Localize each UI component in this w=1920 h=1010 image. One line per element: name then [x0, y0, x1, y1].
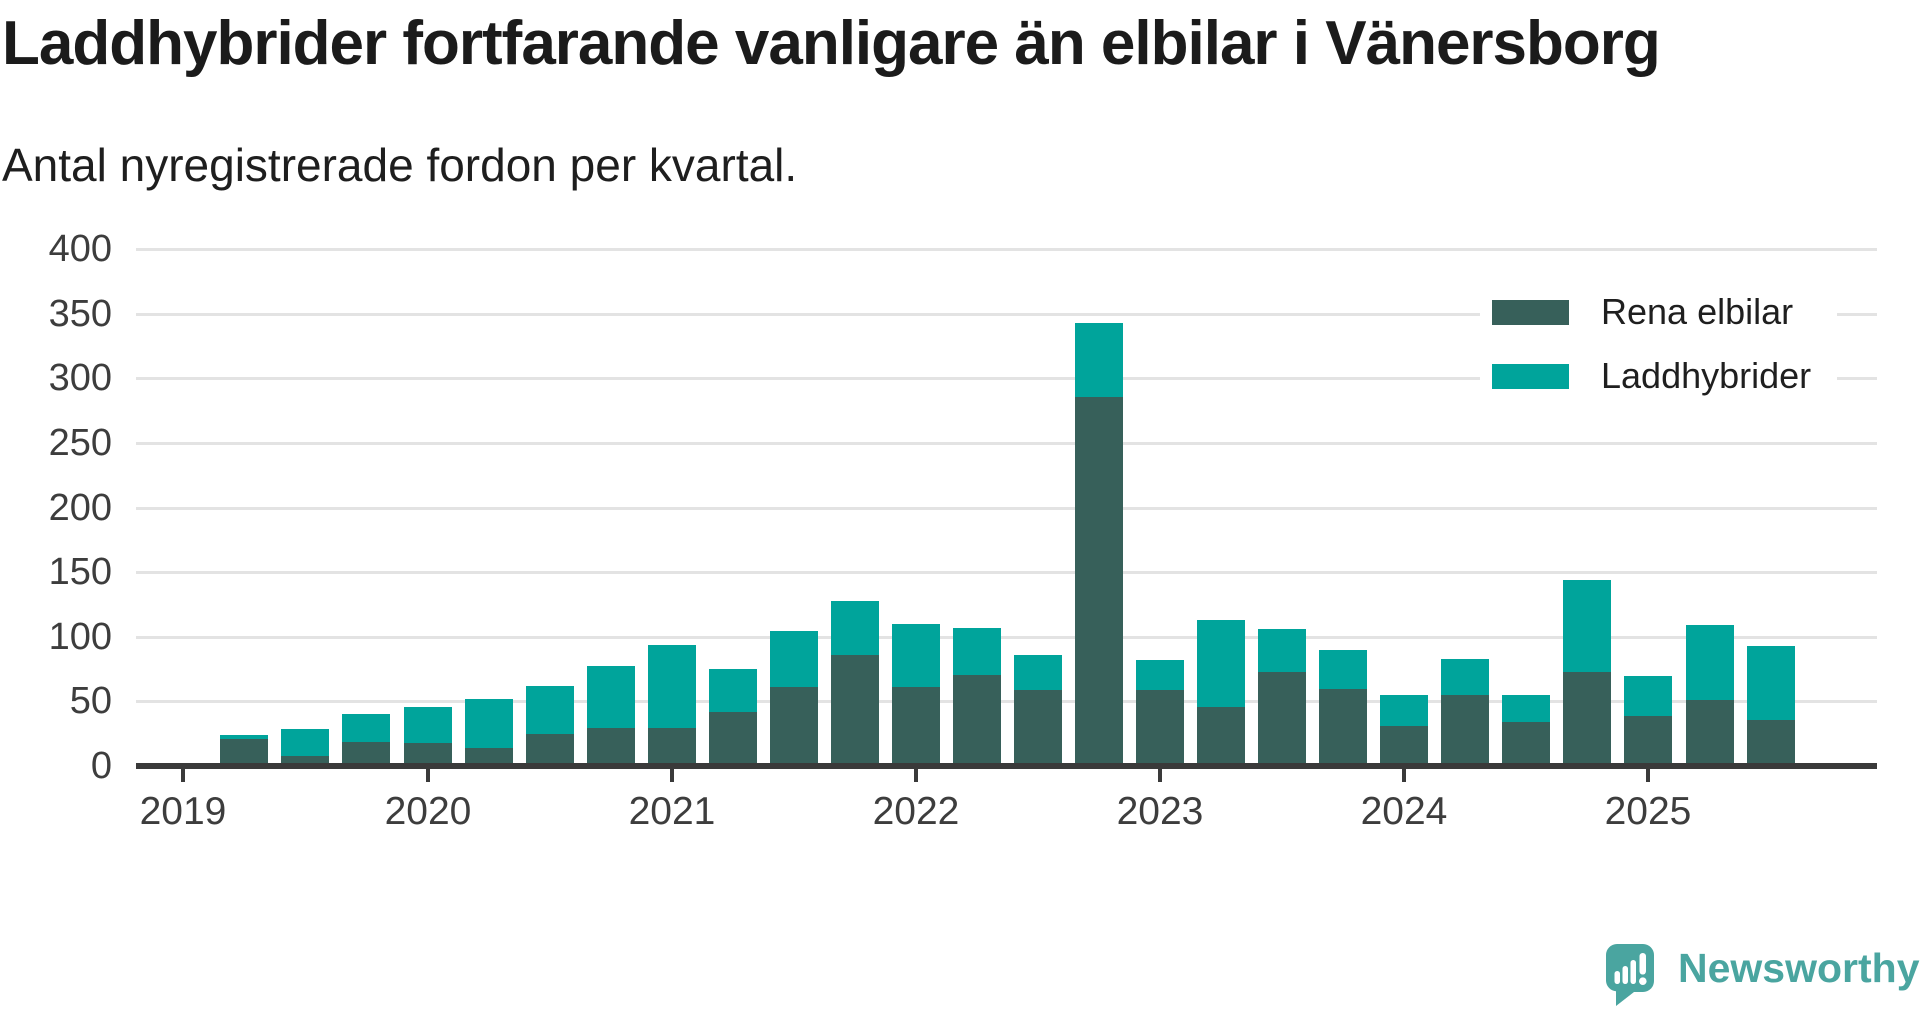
- bar-segment-laddhybrider: [1624, 676, 1672, 716]
- bar-segment-rena-elbilar: [1014, 690, 1062, 765]
- bar-segment-rena-elbilar: [953, 675, 1001, 765]
- bar-segment-rena-elbilar: [1747, 720, 1795, 765]
- bar-segment-laddhybrider: [587, 666, 635, 728]
- y-axis-tick-label: 300: [48, 357, 112, 399]
- y-axis-tick-label: 50: [69, 680, 112, 722]
- bar-segment-laddhybrider: [1136, 660, 1184, 690]
- grid-line: [136, 313, 1877, 316]
- bar-segment-laddhybrider: [648, 645, 696, 728]
- bar-segment-rena-elbilar: [1197, 707, 1245, 765]
- chart-title: Laddhybrider fortfarande vanligare än el…: [2, 9, 1661, 78]
- bar-segment-laddhybrider: [892, 624, 940, 687]
- y-axis-tick-label: 350: [48, 293, 112, 335]
- bar-segment-rena-elbilar: [526, 734, 574, 765]
- bar-segment-laddhybrider: [1441, 659, 1489, 695]
- grid-line: [136, 571, 1877, 574]
- newsworthy-wordmark: Newsworthy: [1678, 945, 1920, 991]
- bar-segment-rena-elbilar: [831, 655, 879, 765]
- bar-segment-laddhybrider: [1197, 620, 1245, 707]
- bar-segment-rena-elbilar: [1258, 672, 1306, 765]
- x-axis-tick: [1402, 769, 1406, 782]
- bar-segment-rena-elbilar: [770, 687, 818, 765]
- bar-segment-laddhybrider: [831, 601, 879, 655]
- bar-segment-rena-elbilar: [1441, 695, 1489, 765]
- bar-segment-laddhybrider: [220, 735, 268, 739]
- newsworthy-bubble-icon: [1606, 944, 1654, 1006]
- x-axis-tick-label: 2020: [384, 790, 472, 833]
- bar-segment-rena-elbilar: [404, 743, 452, 765]
- bar-segment-laddhybrider: [281, 729, 329, 756]
- x-axis-tick: [1158, 769, 1162, 782]
- x-axis-tick-label: 2024: [1360, 790, 1448, 833]
- bar-segment-laddhybrider: [770, 631, 818, 687]
- bar-segment-rena-elbilar: [1380, 726, 1428, 765]
- bar-segment-laddhybrider: [1258, 629, 1306, 672]
- grid-line: [136, 377, 1877, 380]
- grid-line: [136, 507, 1877, 510]
- y-axis-tick-label: 150: [48, 551, 112, 593]
- grid-line: [136, 248, 1877, 251]
- bar-segment-rena-elbilar: [648, 728, 696, 765]
- bar-segment-laddhybrider: [1380, 695, 1428, 726]
- bar-segment-rena-elbilar: [1686, 700, 1734, 765]
- grid-line: [136, 700, 1877, 703]
- bar-segment-rena-elbilar: [1563, 672, 1611, 765]
- x-axis-line: [136, 763, 1877, 769]
- bar-segment-rena-elbilar: [220, 739, 268, 765]
- x-axis-tick: [426, 769, 430, 782]
- bar-segment-laddhybrider: [1502, 695, 1550, 722]
- bar-segment-laddhybrider: [342, 714, 390, 742]
- x-axis-tick-label: 2019: [139, 790, 227, 833]
- bar-segment-rena-elbilar: [465, 748, 513, 765]
- bar-segment-laddhybrider: [465, 699, 513, 748]
- x-axis-tick-label: 2023: [1116, 790, 1204, 833]
- legend-label: Rena elbilar: [1601, 291, 1794, 332]
- bar-segment-rena-elbilar: [342, 742, 390, 765]
- bar-segment-laddhybrider: [1747, 646, 1795, 720]
- bar-segment-rena-elbilar: [1502, 722, 1550, 765]
- x-axis-tick-label: 2021: [628, 790, 716, 833]
- grid-line: [136, 442, 1877, 445]
- bar-segment-rena-elbilar: [1319, 689, 1367, 765]
- bar-segment-laddhybrider: [1563, 580, 1611, 672]
- x-axis-tick: [181, 769, 185, 782]
- bar-segment-rena-elbilar: [281, 756, 329, 765]
- grid-line: [136, 636, 1877, 639]
- bar-segment-laddhybrider: [1319, 650, 1367, 689]
- bar-segment-rena-elbilar: [892, 687, 940, 765]
- bar-segment-laddhybrider: [1686, 625, 1734, 700]
- legend-label: Laddhybrider: [1601, 355, 1812, 396]
- x-axis-tick-label: 2025: [1604, 790, 1692, 833]
- y-axis-tick-label: 250: [48, 422, 112, 464]
- chart-subtitle: Antal nyregistrerade fordon per kvartal.: [2, 139, 798, 191]
- y-axis-tick-label: 200: [48, 487, 112, 529]
- legend-item-laddhybrider: Laddhybrider: [1492, 358, 1811, 394]
- bar-segment-rena-elbilar: [587, 728, 635, 765]
- x-axis-tick-label: 2022: [872, 790, 960, 833]
- x-axis-tick: [914, 769, 918, 782]
- bar-segment-rena-elbilar: [709, 712, 757, 765]
- x-axis-tick: [1646, 769, 1650, 782]
- bar-segment-laddhybrider: [1014, 655, 1062, 690]
- legend-swatch-laddhybrider: [1492, 363, 1569, 389]
- y-axis-tick-label: 100: [48, 616, 112, 658]
- bar-segment-laddhybrider: [709, 669, 757, 712]
- bar-segment-laddhybrider: [1075, 323, 1123, 397]
- bar-segment-laddhybrider: [953, 628, 1001, 675]
- bar-segment-laddhybrider: [404, 707, 452, 743]
- legend-swatch-rena-elbilar: [1492, 299, 1569, 325]
- x-axis-tick: [670, 769, 674, 782]
- bar-segment-laddhybrider: [526, 686, 574, 734]
- y-axis-tick-label: 0: [90, 745, 112, 787]
- y-axis-tick-label: 400: [48, 228, 112, 270]
- chart-legend: Rena elbilar Laddhybrider: [1480, 281, 1838, 408]
- bar-segment-rena-elbilar: [1075, 397, 1123, 765]
- legend-item-rena-elbilar: Rena elbilar: [1492, 294, 1811, 330]
- bar-segment-rena-elbilar: [1136, 690, 1184, 765]
- newsworthy-logo: Newsworthy: [1606, 944, 1920, 1008]
- bar-segment-rena-elbilar: [1624, 716, 1672, 765]
